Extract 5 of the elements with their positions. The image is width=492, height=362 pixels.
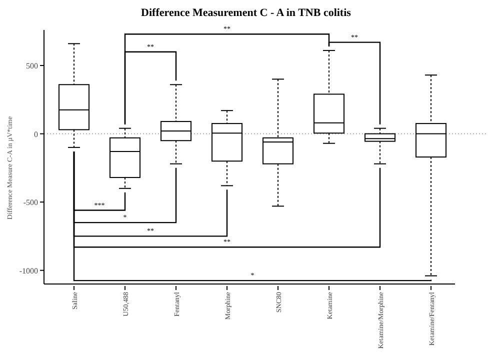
y-tick-label: 500 [26, 62, 38, 71]
y-tick-label: -500 [23, 198, 38, 208]
y-tick-label: -1000 [19, 266, 38, 276]
y-tick-label: 0 [34, 130, 38, 139]
chart-title: Difference Measurement C - A in TNB colitis [141, 7, 352, 19]
